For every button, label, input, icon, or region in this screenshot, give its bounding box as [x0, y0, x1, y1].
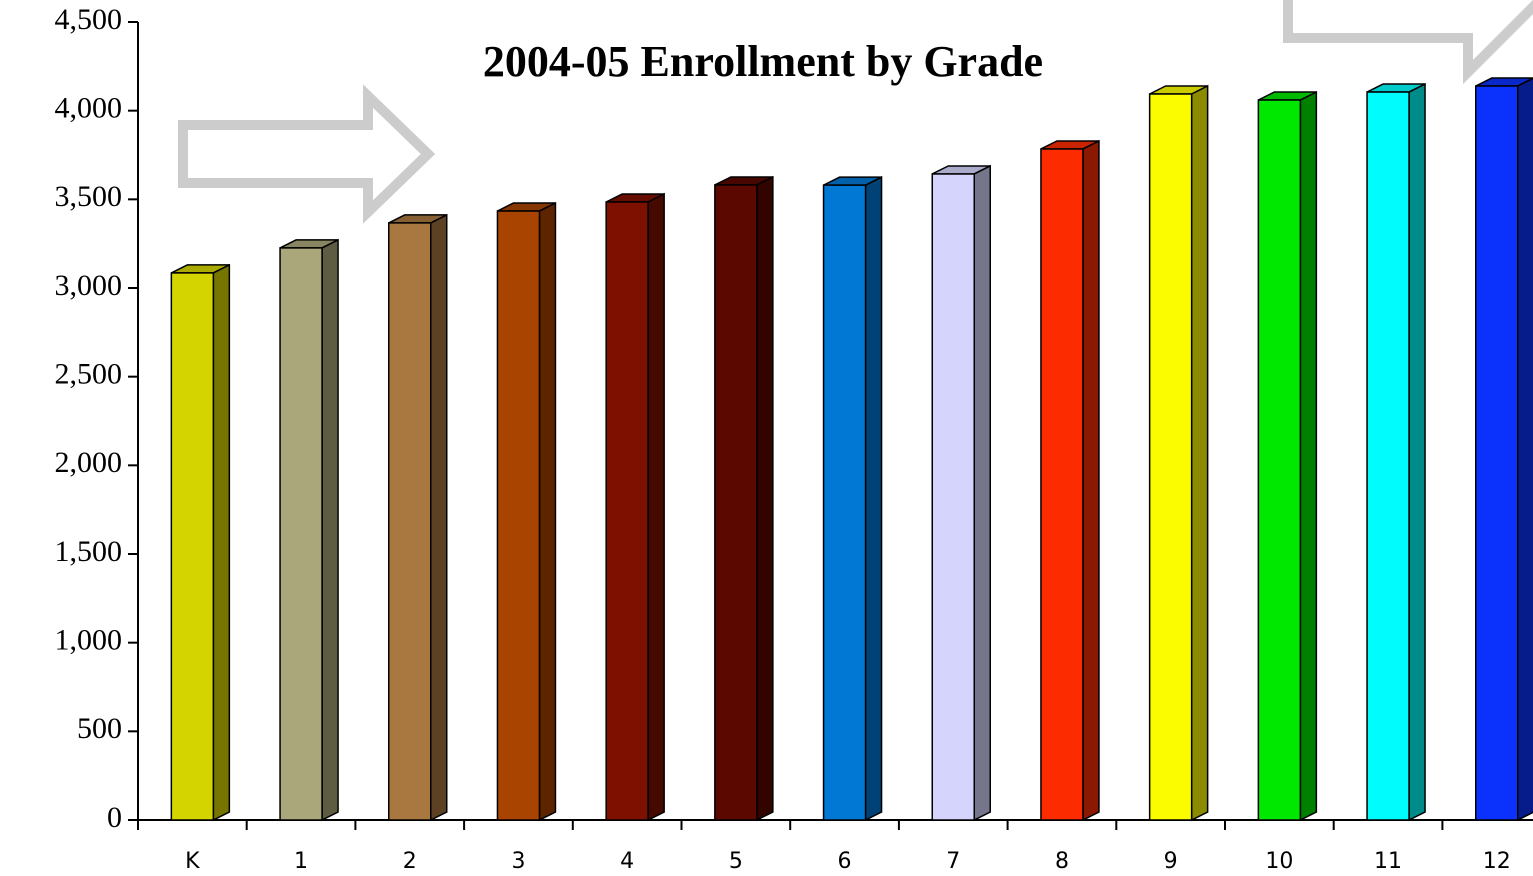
y-tick-label: 1,000	[55, 624, 123, 657]
bar-side	[430, 213, 448, 822]
chart-title: 2004-05 Enrollment by Grade	[483, 37, 1043, 86]
bar	[605, 201, 649, 821]
bar	[1475, 85, 1519, 821]
x-tick-label: 9	[1164, 849, 1178, 874]
bar-side	[538, 201, 557, 822]
y-tick-label: 4,000	[55, 92, 123, 125]
bar	[496, 210, 541, 821]
arrow-decoration	[178, 84, 436, 224]
x-tick-label: K	[185, 849, 200, 874]
bar	[1257, 99, 1302, 821]
y-tick-label: 500	[77, 712, 122, 745]
x-tick-label: 5	[729, 849, 743, 874]
bar	[931, 173, 975, 821]
x-tick-label: 2	[403, 849, 417, 874]
x-tick-label: 12	[1483, 849, 1511, 874]
bar	[822, 184, 867, 821]
bar-side	[1408, 82, 1426, 822]
x-tick-label: 8	[1055, 849, 1069, 874]
bar-side	[1082, 139, 1100, 822]
bar-side	[1190, 84, 1209, 822]
bar-side	[212, 263, 231, 822]
x-tick-label: 3	[511, 849, 525, 874]
bar-side	[321, 238, 339, 822]
bar	[714, 184, 758, 821]
y-tick-label: 1,500	[55, 535, 123, 568]
bar	[170, 272, 215, 821]
bar	[1148, 93, 1193, 821]
bar	[1040, 148, 1084, 821]
x-tick-label: 6	[838, 849, 852, 874]
bar-side	[1299, 90, 1318, 822]
bar-side	[973, 164, 991, 822]
arrow-decoration	[1283, 0, 1533, 85]
bar	[279, 247, 323, 821]
y-tick-label: 3,000	[55, 269, 123, 302]
x-tick-label: 1	[294, 849, 308, 874]
bar	[1366, 91, 1410, 821]
x-tick-label: 7	[946, 849, 960, 874]
y-tick-label: 0	[107, 801, 122, 834]
bar-side	[864, 175, 883, 822]
y-tick-label: 2,000	[55, 446, 123, 479]
y-tick-label: 3,500	[55, 180, 123, 213]
bar	[388, 222, 432, 821]
x-tick-label: 10	[1265, 849, 1293, 874]
bar-side	[647, 192, 665, 822]
bar-side	[1517, 77, 1533, 822]
x-tick-label: 4	[620, 849, 634, 874]
x-tick-label: 11	[1374, 849, 1402, 874]
y-tick-label: 2,500	[55, 358, 123, 391]
y-tick-label: 4,500	[55, 3, 123, 36]
bar-side	[756, 175, 774, 822]
